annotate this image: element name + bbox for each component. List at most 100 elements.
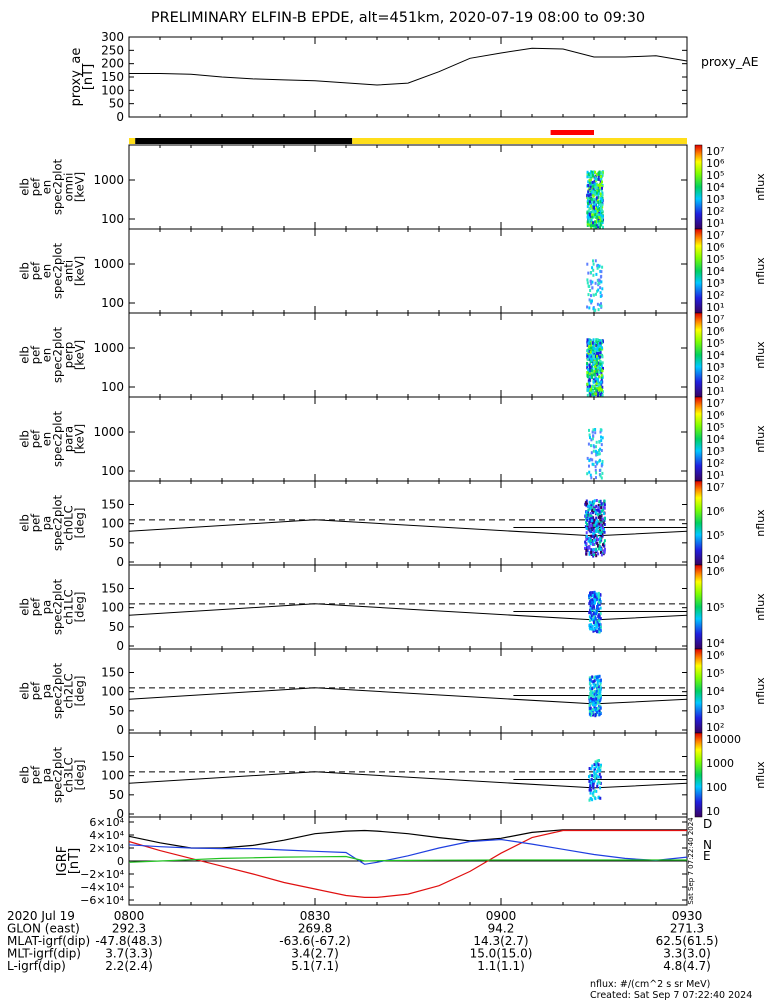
pa-panel-0-pixel xyxy=(599,547,602,551)
pa-panel-2-pixel xyxy=(594,692,597,696)
energy-panel-2-pixel xyxy=(589,348,592,352)
energy-panel-0-pixel xyxy=(592,212,595,216)
energy-panel-1-pixel xyxy=(595,272,598,276)
energy-panel-1-ylabel-line: pef xyxy=(29,261,43,280)
energy-panel-0-pixel xyxy=(595,220,598,224)
energy-panel-0-pixel xyxy=(587,184,590,187)
pa-panel-0-pixel xyxy=(589,511,592,515)
pa-panel-3-colorbar-tick: 1000 xyxy=(706,757,734,770)
energy-panel-2-pixel xyxy=(596,372,599,376)
pa-panel-3-pixel xyxy=(594,760,597,764)
pa-panel-3-pixel xyxy=(597,775,600,779)
pa-panel-2-pixel xyxy=(595,684,598,688)
pa-panel-1-pixel xyxy=(589,611,592,615)
pa-panel-1-pixel xyxy=(597,595,600,599)
energy-panel-3-pixel xyxy=(595,445,597,449)
energy-panel-3-pixel xyxy=(592,428,595,432)
energy-panel-3-pixel xyxy=(590,451,593,455)
energy-panel-3-pixel xyxy=(596,451,599,455)
pa-panel-2-pixel xyxy=(598,712,601,716)
pa-panel-2-ytick-label: 0 xyxy=(116,723,124,737)
energy-panel-2-pixel xyxy=(589,390,592,394)
energy-panel-3-pixel xyxy=(599,447,602,451)
orbit-row-value: 94.2 xyxy=(488,922,515,936)
energy-panel-0-pixel xyxy=(587,216,590,220)
pa-panel-2-pixel xyxy=(589,691,592,695)
pa-panel-0-pixel xyxy=(603,517,606,520)
energy-panel-1-colorbar-tick: 10⁷ xyxy=(706,229,724,242)
pa-panel-0-pixel xyxy=(592,532,595,536)
igrf-ylabel: IGRF[nT] xyxy=(55,846,82,876)
pa-panel-0-pixel xyxy=(588,517,591,521)
igrf-legend-n: N xyxy=(703,838,712,852)
pa-panel-0-pixel xyxy=(592,543,595,546)
pa-panel-1-pixel xyxy=(595,630,598,634)
energy-panel-2-pixel xyxy=(596,338,599,342)
pa-panel-1-pixel xyxy=(594,626,597,630)
pa-panel-3-pixel xyxy=(589,791,592,795)
energy-panel-2-pixel xyxy=(590,369,593,372)
energy-panel-0-ylabel-line: elb xyxy=(18,178,32,196)
pa-panel-0-pixel xyxy=(586,548,589,552)
pa-panel-0-pixel xyxy=(602,512,605,516)
energy-panel-0-pixel xyxy=(594,209,597,213)
orbit-row-value: 5.1(7.1) xyxy=(291,959,339,973)
pa-panel-2-pixel xyxy=(598,695,601,699)
igrf-ytick-label: −2×10⁴ xyxy=(80,868,124,881)
pa-panel-2-pixel xyxy=(590,693,593,697)
pa-panel-2-ytick-label: 50 xyxy=(109,704,124,718)
pa-panel-0-pixel xyxy=(590,506,593,510)
energy-panel-3-colorbar-tick: 10¹ xyxy=(706,469,724,482)
pa-panel-3-ylabel-line: spec2plot xyxy=(50,746,64,803)
pa-panel-2-pixel xyxy=(588,676,591,680)
energy-panel-3-colorbar-tick: 10⁴ xyxy=(706,433,725,446)
energy-panel-0-pixel xyxy=(602,225,604,229)
pa-panel-1-ytick-label: 100 xyxy=(101,601,124,615)
pa-panel-2-pixel xyxy=(599,711,602,714)
pa-panel-1-colorbar-label: nflux xyxy=(754,593,767,621)
pa-panel-0-pixel xyxy=(595,547,598,551)
energy-panel-2-pixel xyxy=(588,381,591,385)
energy-panel-0-pixel xyxy=(597,213,600,217)
energy-panel-3-pixel xyxy=(600,443,603,447)
energy-panel-2-pixel xyxy=(597,380,600,384)
pa-panel-2-ytick-label: 150 xyxy=(101,666,124,680)
energy-panel-0-pixel xyxy=(586,200,589,204)
pa-panel-1-pixel xyxy=(592,598,595,602)
pa-panel-2-colorbar-tick: 10⁶ xyxy=(706,649,725,662)
pa-panel-1-pixel xyxy=(592,629,595,633)
energy-panel-2-pixel xyxy=(598,366,601,370)
energy-panel-0-pixel xyxy=(596,209,599,213)
energy-panel-0-pixel xyxy=(591,170,594,174)
energy-panel-2-pixel xyxy=(598,348,601,352)
energy-panel-3-pixel xyxy=(598,449,600,452)
pa-panel-1-pixel xyxy=(591,591,594,595)
pa-panel-3-pixel xyxy=(595,762,598,766)
energy-panel-2-pixel xyxy=(600,380,603,384)
energy-panel-2-pixel xyxy=(593,354,595,358)
pa-panel-2-pixel xyxy=(597,698,600,702)
pa-panel-2-pixel xyxy=(596,701,599,705)
energy-panel-2-pixel xyxy=(586,385,589,389)
pa-panel-0-pixel xyxy=(595,511,598,515)
energy-panel-2-pixel xyxy=(586,375,589,379)
energy-panel-3-pixel xyxy=(598,440,601,444)
pa-panel-2-ytick-label: 100 xyxy=(101,685,124,699)
orbit-row-label: 2020 Jul 19 xyxy=(7,909,75,923)
pa-panel-0-pixel xyxy=(590,519,593,523)
energy-panel-2-pixel xyxy=(595,382,598,386)
pa-panel-2-pixel xyxy=(593,708,596,712)
pa-panel-2-losscone-line xyxy=(128,687,688,705)
energy-panel-3-pixel xyxy=(600,435,602,439)
pa-panel-0-colorbar-tick: 10⁴ xyxy=(706,553,725,566)
pa-panel-2-pixel xyxy=(591,708,594,711)
pa-panel-0-pixel xyxy=(597,526,599,530)
pa-panel-0-pixel xyxy=(603,530,606,534)
energy-panel-2-pixel xyxy=(586,340,589,344)
energy-panel-1-pixel xyxy=(590,299,593,303)
pa-panel-3-pixel xyxy=(597,780,600,784)
energy-panel-2-pixel xyxy=(588,355,591,359)
energy-panel-0-colorbar-tick: 10¹ xyxy=(706,217,724,230)
energy-panel-0-pixel xyxy=(599,223,602,227)
